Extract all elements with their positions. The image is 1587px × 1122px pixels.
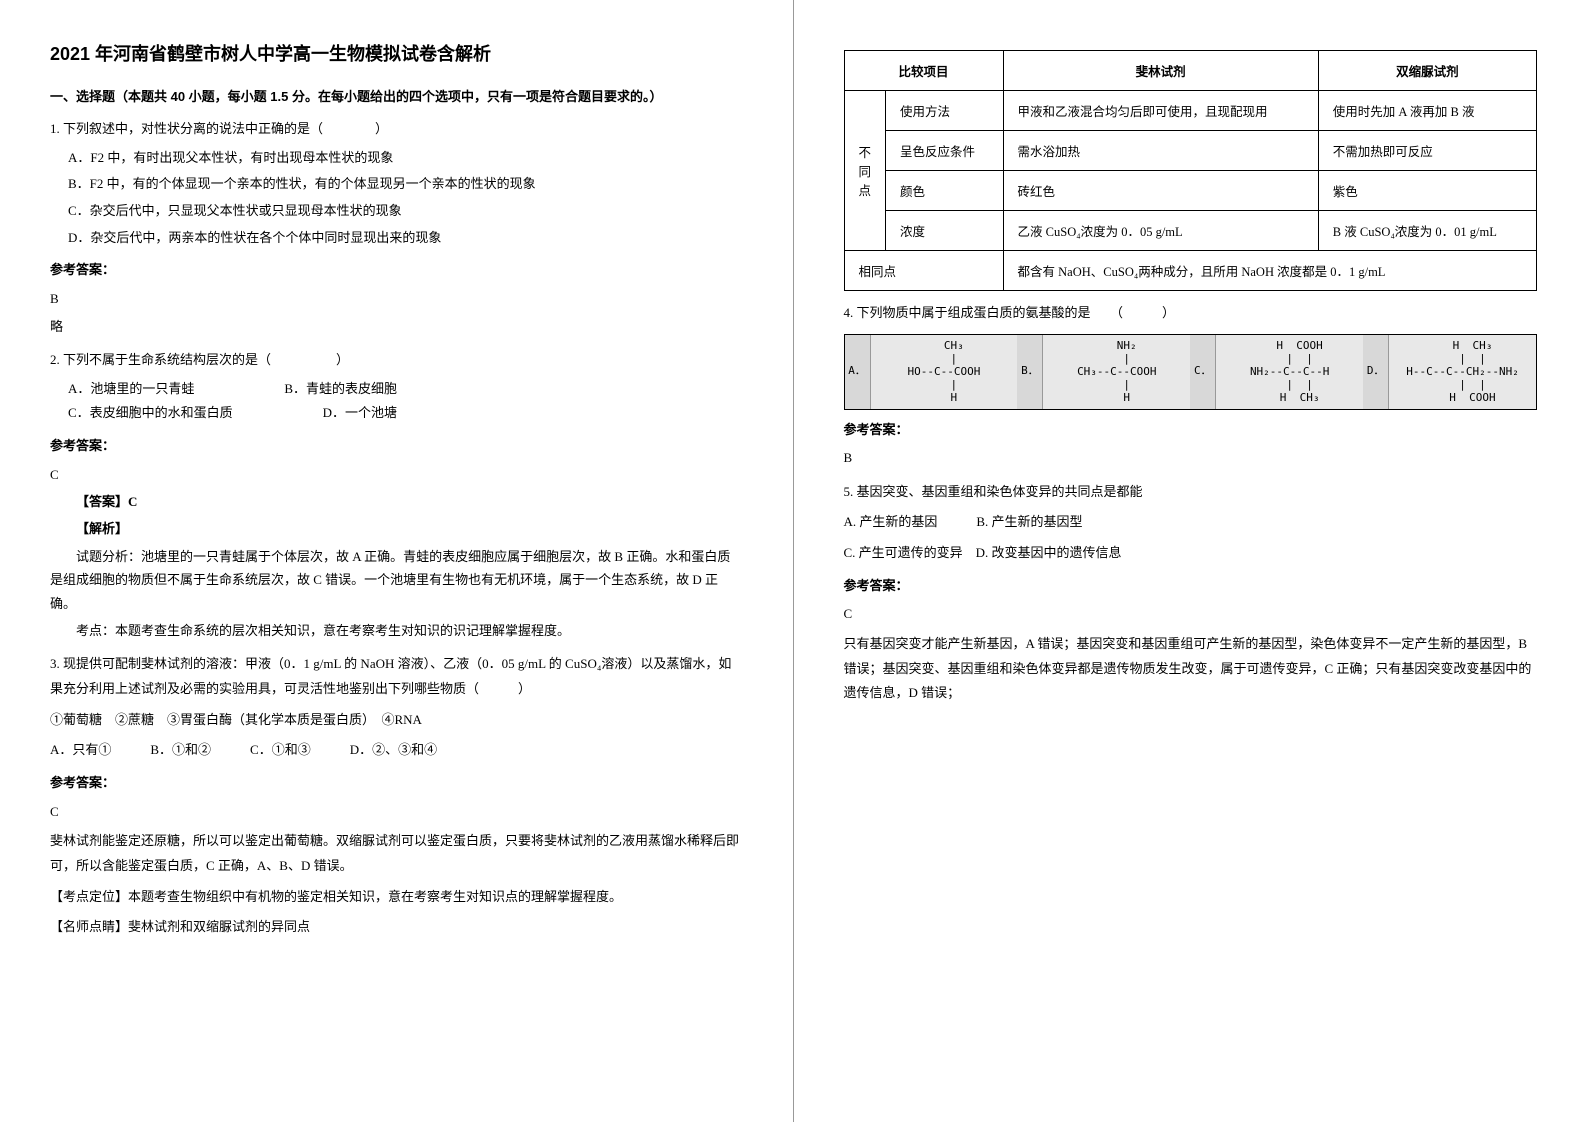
q2-answer-label: 参考答案：: [50, 434, 743, 459]
q2-answer: C: [50, 463, 743, 486]
th-biuret: 双缩脲试剂: [1318, 51, 1536, 91]
td-r3c2: 砖红色: [1003, 171, 1318, 211]
th-feilin: 斐林试剂: [1003, 51, 1318, 91]
td-r4c3: B 液 CuSO₄浓度为 0．01 g/mL: [1318, 211, 1536, 251]
page-title: 2021 年河南省鹤壁市树人中学高一生物模拟试卷含解析: [50, 40, 743, 66]
q1-opt-a: A．F2 中，有时出现父本性状，有时出现母本性状的现象: [68, 146, 743, 171]
q4-chem-a: CH₃ | HO--C--COOH | H: [871, 335, 1018, 409]
q1-opt-c: C．杂交后代中，只显现父本性状或只显现母本性状的现象: [68, 199, 743, 224]
question-5: 5. 基因突变、基因重组和染色体变异的共同点是都能 A. 产生新的基因 B. 产…: [844, 480, 1538, 706]
q1-opt-d: D．杂交后代中，两亲本的性状在各个个体中同时显现出来的现象: [68, 226, 743, 251]
q2-exp2: 考点：本题考查生命系统的层次相关知识，意在考察考生对知识的识记理解掌握程度。: [50, 619, 743, 642]
q2-exp-ans: 【答案】C: [50, 490, 743, 513]
td-r5c1: 相同点: [844, 251, 1003, 291]
q4-answer: B: [844, 446, 1538, 469]
q4-chem-c: H COOH | | NH₂--C--C--H | | H CH₃: [1216, 335, 1363, 409]
q5-answer-label: 参考答案：: [844, 574, 1538, 599]
q4-label-d: D．: [1363, 335, 1389, 409]
q4-chem-d: H CH₃ | | H--C--C--CH₂--NH₂ | | H COOH: [1389, 335, 1536, 409]
q1-answer-label: 参考答案：: [50, 258, 743, 283]
q3-stem1: 3. 现提供可配制斐林试剂的溶液：甲液（0．1 g/mL 的 NaOH 溶液）、…: [50, 652, 743, 701]
q5-opts-cd: C. 产生可遗传的变异 D. 改变基因中的遗传信息: [844, 541, 1538, 566]
td-r2c3: 不需加热即可反应: [1318, 131, 1536, 171]
td-r1c3: 使用时先加 A 液再加 B 液: [1318, 91, 1536, 131]
q3-exp3: 【名师点睛】斐林试剂和双缩脲试剂的异同点: [50, 915, 743, 940]
q2-opt-a: A．池塘里的一只青蛙: [68, 377, 194, 402]
table-row: 颜色 砖红色 紫色: [844, 171, 1537, 211]
q2-opt-d: D．一个池塘: [323, 401, 397, 426]
q5-exp: 只有基因突变才能产生新基因，A 错误；基因突变和基因重组可产生新的基因型，染色体…: [844, 632, 1538, 706]
comparison-table: 比较项目 斐林试剂 双缩脲试剂 不同点 使用方法 甲液和乙液混合均匀后即可使用，…: [844, 50, 1538, 291]
section-heading: 一、选择题（本题共 40 小题，每小题 1.5 分。在每小题给出的四个选项中，只…: [50, 86, 743, 105]
table-row: 不同点 使用方法 甲液和乙液混合均匀后即可使用，且现配现用 使用时先加 A 液再…: [844, 91, 1537, 131]
q3-exp1: 斐林试剂能鉴定还原糖，所以可以鉴定出葡萄糖。双缩脲试剂可以鉴定蛋白质，只要将斐林…: [50, 829, 743, 878]
q3-opts: A．只有① B．①和② C．①和③ D．②、③和④: [50, 738, 743, 763]
question-3: 3. 现提供可配制斐林试剂的溶液：甲液（0．1 g/mL 的 NaOH 溶液）、…: [50, 652, 743, 940]
q1-answer2: 略: [50, 315, 743, 338]
td-r4c1: 浓度: [886, 211, 1004, 251]
th-compare: 比较项目: [844, 51, 1003, 91]
question-1: 1. 下列叙述中，对性状分离的说法中正确的是（ ） A．F2 中，有时出现父本性…: [50, 117, 743, 338]
q3-answer-label: 参考答案：: [50, 771, 743, 796]
question-4: 4. 下列物质中属于组成蛋白质的氨基酸的是 （ ） A． CH₃ | HO--C…: [844, 301, 1538, 470]
table-row: 浓度 乙液 CuSO₄浓度为 0．05 g/mL B 液 CuSO₄浓度为 0．…: [844, 211, 1537, 251]
q4-answer-label: 参考答案：: [844, 418, 1538, 443]
question-2: 2. 下列不属于生命系统结构层次的是（ ） A．池塘里的一只青蛙 B．青蛙的表皮…: [50, 348, 743, 642]
td-diff-head: 不同点: [844, 91, 886, 251]
q4-label-c: C．: [1190, 335, 1216, 409]
q1-stem: 1. 下列叙述中，对性状分离的说法中正确的是（ ）: [50, 117, 743, 142]
q2-exp1: 试题分析：池塘里的一只青蛙属于个体层次，故 A 正确。青蛙的表皮细胞应属于细胞层…: [50, 545, 743, 615]
td-r1c1: 使用方法: [886, 91, 1004, 131]
td-r2c1: 呈色反应条件: [886, 131, 1004, 171]
q2-opt-c: C．表皮细胞中的水和蛋白质: [68, 401, 233, 426]
q3-stem2: ①葡萄糖 ②蔗糖 ③胃蛋白酶（其化学本质是蛋白质） ④RNA: [50, 708, 743, 733]
q3-answer: C: [50, 800, 743, 823]
q2-stem: 2. 下列不属于生命系统结构层次的是（ ）: [50, 348, 743, 373]
td-r3c3: 紫色: [1318, 171, 1536, 211]
q5-answer: C: [844, 602, 1538, 625]
table-row: 相同点 都含有 NaOH、CuSO₄两种成分，且所用 NaOH 浓度都是 0．1…: [844, 251, 1537, 291]
td-r2c2: 需水浴加热: [1003, 131, 1318, 171]
q5-stem: 5. 基因突变、基因重组和染色体变异的共同点是都能: [844, 480, 1538, 505]
q2-exp-head: 【解析】: [50, 517, 743, 540]
td-r4c2: 乙液 CuSO₄浓度为 0．05 g/mL: [1003, 211, 1318, 251]
q4-chem-b: NH₂ | CH₃--C--COOH | H: [1043, 335, 1190, 409]
table-row: 呈色反应条件 需水浴加热 不需加热即可反应: [844, 131, 1537, 171]
q2-opt-b: B．青蛙的表皮细胞: [284, 377, 397, 402]
q3-exp2: 【考点定位】本题考查生物组织中有机物的鉴定相关知识，意在考察考生对知识点的理解掌…: [50, 885, 743, 910]
q4-chem-options: A． CH₃ | HO--C--COOH | H B． NH₂ | CH₃--C…: [844, 334, 1538, 410]
q1-answer: B: [50, 287, 743, 310]
q4-stem: 4. 下列物质中属于组成蛋白质的氨基酸的是 （ ）: [844, 301, 1538, 326]
td-r1c2: 甲液和乙液混合均匀后即可使用，且现配现用: [1003, 91, 1318, 131]
q4-label-b: B．: [1017, 335, 1043, 409]
q1-opt-b: B．F2 中，有的个体显现一个亲本的性状，有的个体显现另一个亲本的性状的现象: [68, 172, 743, 197]
q4-label-a: A．: [845, 335, 871, 409]
td-r5c2: 都含有 NaOH、CuSO₄两种成分，且所用 NaOH 浓度都是 0．1 g/m…: [1003, 251, 1536, 291]
table-row: 比较项目 斐林试剂 双缩脲试剂: [844, 51, 1537, 91]
q5-opts-ab: A. 产生新的基因 B. 产生新的基因型: [844, 510, 1538, 535]
td-r3c1: 颜色: [886, 171, 1004, 211]
